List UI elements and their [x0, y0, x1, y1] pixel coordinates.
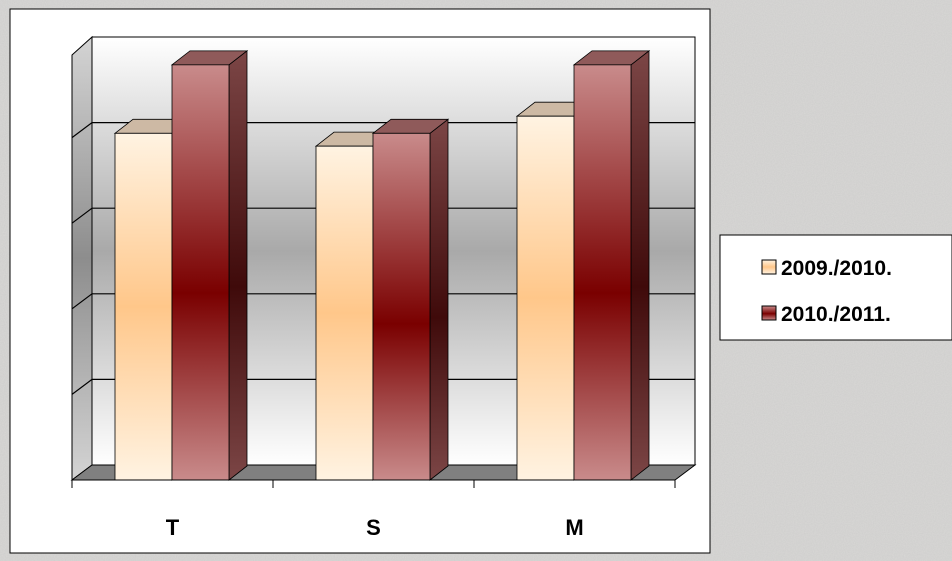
- bar: [573, 64, 632, 481]
- bar: [372, 132, 431, 481]
- gridline: [71, 122, 93, 139]
- category-label: M: [565, 515, 583, 540]
- legend-box: [719, 234, 952, 341]
- legend-label-1: 2009./2010.: [781, 257, 892, 280]
- bar-side: [429, 118, 449, 481]
- legend-label-2: 2010./2011.: [781, 303, 891, 326]
- legend-swatch-1: [761, 259, 777, 275]
- gridline: [71, 293, 93, 310]
- legend-swatch-2: [761, 305, 777, 321]
- category-label: T: [166, 515, 180, 540]
- bar: [114, 132, 173, 481]
- x-axis: [71, 479, 676, 488]
- bar-side: [630, 50, 650, 481]
- gridline: [71, 378, 93, 395]
- bar-side: [228, 50, 248, 481]
- bars: [113, 50, 651, 481]
- legend: 2009./2010. 2010./2011.: [719, 234, 952, 341]
- bar: [516, 115, 575, 481]
- bar: [171, 64, 230, 481]
- category-label: S: [366, 515, 381, 540]
- bar: [315, 145, 374, 481]
- side-wall: [71, 35, 93, 481]
- gridline: [71, 207, 93, 224]
